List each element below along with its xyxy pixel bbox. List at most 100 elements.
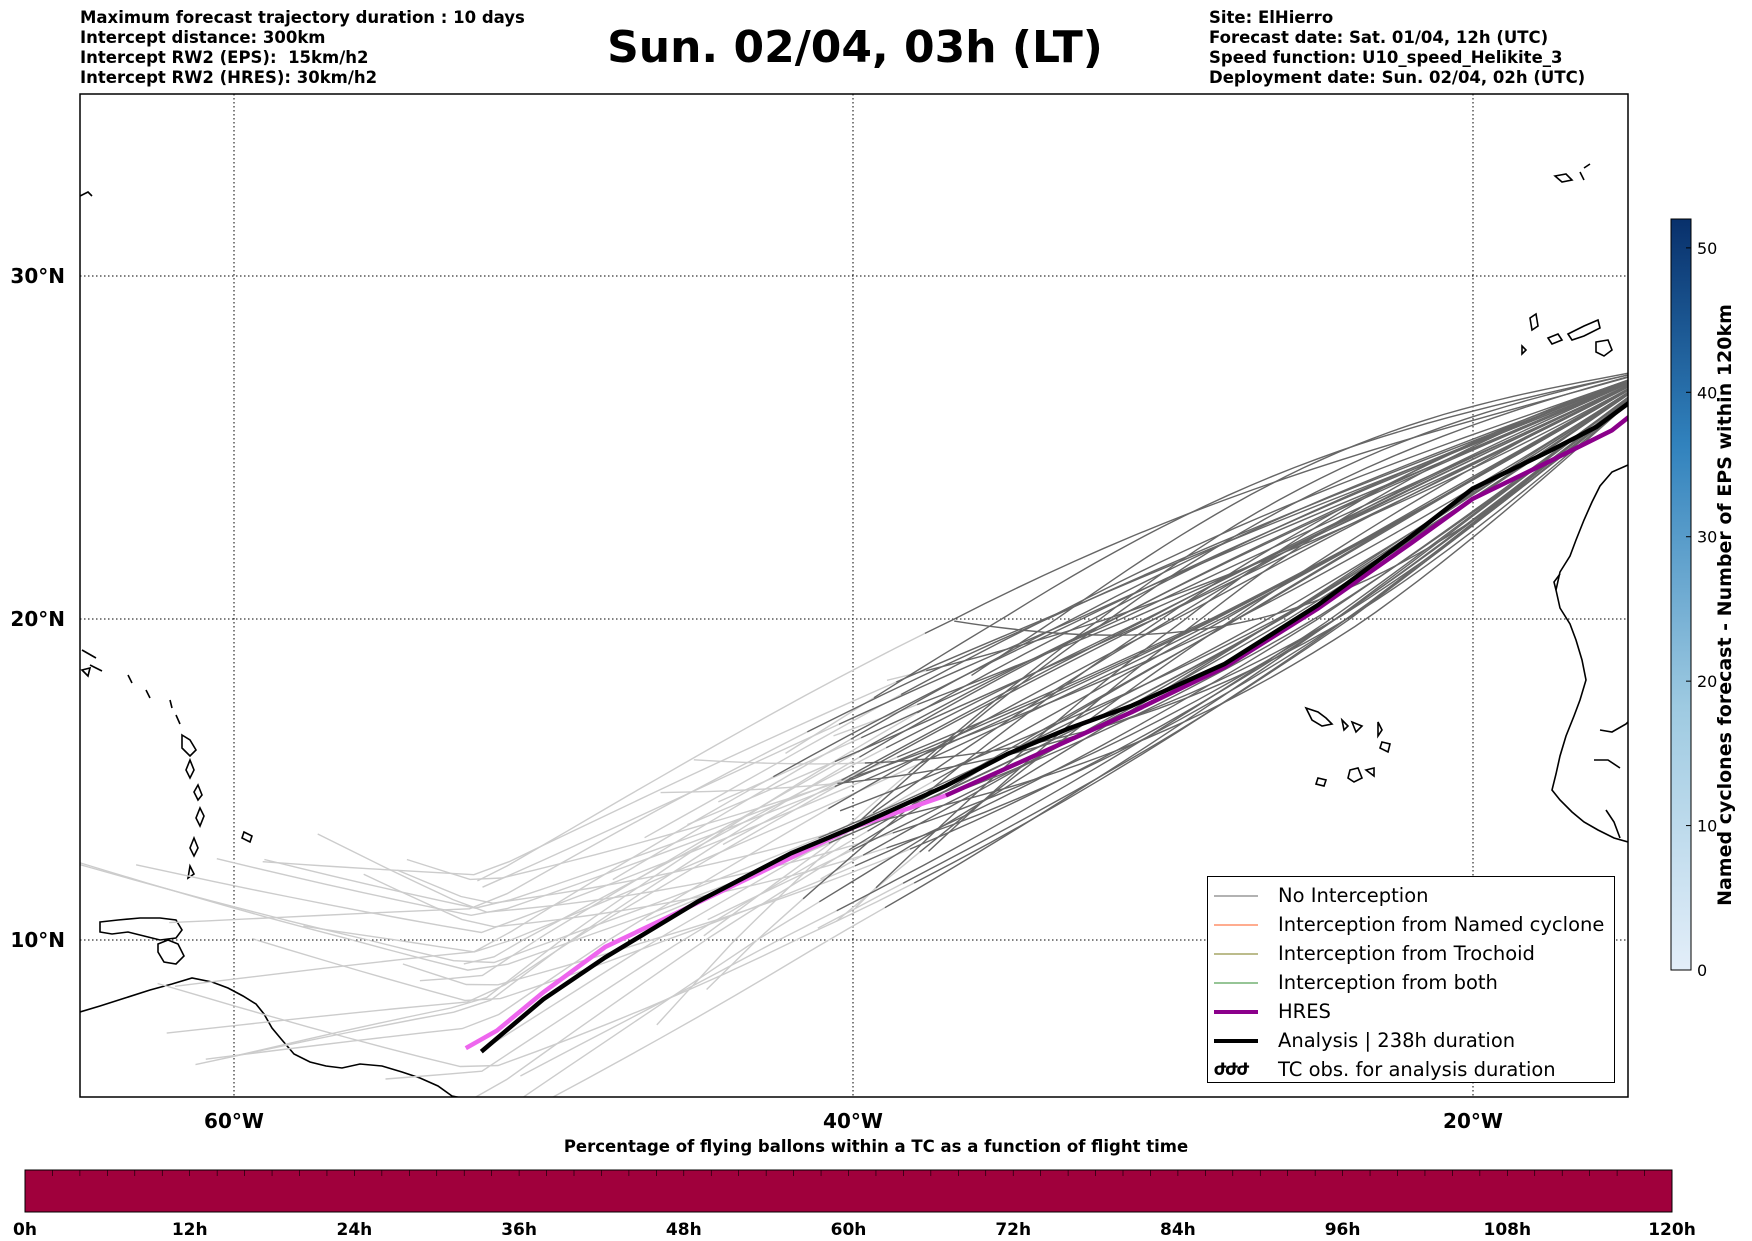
coast-cape-verde [1304, 706, 1391, 787]
legend-label-trochoid: Interception from Trochoid [1278, 942, 1535, 965]
coast-africa-bulge [1553, 573, 1628, 839]
legend-swatch-no-interception [1214, 895, 1258, 896]
ensemble-track [892, 398, 1628, 834]
legend-label-no-interception: No Interception [1278, 884, 1429, 907]
legend-swatch-both [1214, 982, 1258, 983]
ensemble-track-early [216, 785, 835, 917]
coast-paria [99, 917, 183, 941]
legend-item-trochoid: Interception from Trochoid [1214, 939, 1535, 968]
colorbar-tick-label: 10 [1697, 817, 1717, 836]
ensemble-track-early [174, 776, 774, 987]
flight-time-tick-label: 120h [1648, 1220, 1696, 1240]
ensemble-track [854, 396, 1628, 867]
ensemble-track [864, 401, 1628, 764]
ensemble-track [859, 382, 1628, 758]
colorbar-gradient [1670, 218, 1692, 971]
colorbar-tick-label: 0 [1697, 961, 1707, 980]
ensemble-track-early [135, 779, 866, 934]
ensemble-track-early [397, 828, 844, 904]
map-gridlines [80, 94, 1628, 1097]
flight-time-tick-label: 0h [13, 1220, 37, 1240]
flight-time-bar: 0h 12h 24h 36h 48h 60h 72h 84h 96h 108h 120h [13, 1169, 1696, 1240]
flight-time-tick-label: 60h [831, 1220, 867, 1240]
ensemble-track [908, 374, 1628, 774]
legend-item-both: Interception from both [1214, 968, 1498, 997]
ensemble-track [857, 382, 1628, 753]
colorbar-tick-label: 20 [1697, 672, 1717, 691]
legend-item-analysis: Analysis | 238h duration [1214, 1026, 1515, 1055]
ensemble-track [802, 380, 1628, 900]
ensemble-track [862, 392, 1628, 856]
flight-time-tick-label: 84h [1160, 1220, 1196, 1240]
ensemble-track-early [522, 901, 820, 1097]
tc-obs-icon: ԺԺԺ [1214, 1059, 1249, 1080]
ensemble-track [848, 391, 1628, 780]
lon-label-20w: 20°W [1443, 1109, 1503, 1133]
legend-swatch-hres [1214, 1009, 1258, 1014]
coast-canary-islands [1521, 312, 1613, 357]
ensemble-track-early [406, 777, 850, 881]
coast-south-america [80, 977, 462, 1097]
flight-time-title: Percentage of flying ballons within a TC… [563, 1137, 1189, 1156]
colorbar-tick-label: 50 [1697, 239, 1717, 258]
header-right-info: Site: ElHierro Forecast date: Sat. 01/04… [1209, 8, 1585, 88]
ensemble-track [867, 388, 1628, 832]
header-site: Site: ElHierro [1209, 8, 1334, 27]
flight-time-ticks: 0h 12h 24h 36h 48h 60h 72h 84h 96h 108h 120h [13, 1170, 1696, 1240]
ensemble-track-early [846, 772, 910, 827]
map-frame [79, 93, 1629, 1098]
ensemble-track-early [707, 849, 853, 921]
colorbar-tick-label: 40 [1697, 383, 1717, 402]
ensemble-track [872, 383, 1628, 814]
ensemble-track-early [166, 781, 844, 1034]
ensemble-track-early [303, 763, 919, 953]
coast-madeira [1553, 163, 1591, 183]
header-intercept-eps: Intercept RW2 (EPS): 15km/h2 [80, 48, 369, 67]
header-intercept-hres: Intercept RW2 (HRES): 30km/h2 [80, 68, 378, 87]
ensemble-tracks-early [80, 632, 934, 1097]
ensemble-track [873, 374, 1628, 699]
coast-puerto-rico-area [80, 191, 93, 678]
ensemble-track [954, 401, 1628, 636]
lon-label-40w: 40°W [823, 1109, 883, 1133]
ensemble-track-early [551, 907, 886, 1097]
legend-label-hres: HRES [1278, 1000, 1331, 1023]
header-trajectory-duration: Maximum forecast trajectory duration : 1… [80, 8, 525, 27]
legend-item-hres: HRES [1214, 997, 1331, 1026]
ensemble-track [900, 379, 1628, 696]
ensemble-track-early [262, 681, 897, 876]
ensemble-track-early [820, 854, 864, 880]
legend-item-tc-obs: ԺԺԺ TC obs. for analysis duration [1214, 1055, 1556, 1084]
lat-label-20n: 20°N [10, 607, 65, 631]
ensemble-track [841, 384, 1628, 781]
colorbar-label: Named cyclones forecast - Number of EPS … [1714, 304, 1736, 906]
analysis-track [479, 400, 1628, 1054]
ensemble-track-early [706, 898, 804, 990]
page-title: Sun. 02/04, 03h (LT) [607, 22, 1103, 73]
ensemble-track [885, 384, 1628, 749]
flight-time-tick-label: 12h [172, 1220, 208, 1240]
ensemble-track [886, 399, 1628, 849]
flight-time-tick-label: 96h [1325, 1220, 1361, 1240]
colorbar-tick-label: 30 [1697, 528, 1717, 547]
ensemble-track-early [718, 737, 862, 803]
ensemble-track-early [817, 882, 904, 929]
ensemble-track [772, 381, 1628, 778]
ensemble-track [870, 402, 1628, 824]
cyclone-colorbar: 0 10 20 30 40 50 [1670, 218, 1717, 980]
legend: No Interception Interception from Named … [1207, 876, 1615, 1083]
lon-label-60w: 60°W [204, 1109, 264, 1133]
ensemble-track-early [205, 807, 829, 1060]
lat-label-10n: 10°N [10, 928, 65, 952]
ensemble-track-early [612, 738, 852, 881]
legend-label-tc-obs: TC obs. for analysis duration [1278, 1058, 1556, 1081]
ensemble-track-early [402, 848, 911, 986]
ensemble-track-early [169, 731, 808, 924]
legend-label-analysis: Analysis | 238h duration [1278, 1029, 1516, 1052]
ensemble-track-early [419, 751, 859, 982]
ensemble-track [918, 389, 1628, 765]
ensemble-track [859, 376, 1628, 822]
legend-swatch-trochoid [1214, 953, 1258, 954]
ensemble-track-early [235, 712, 918, 1057]
header-forecast-date: Forecast date: Sat. 01/04, 12h (UTC) [1209, 28, 1549, 47]
